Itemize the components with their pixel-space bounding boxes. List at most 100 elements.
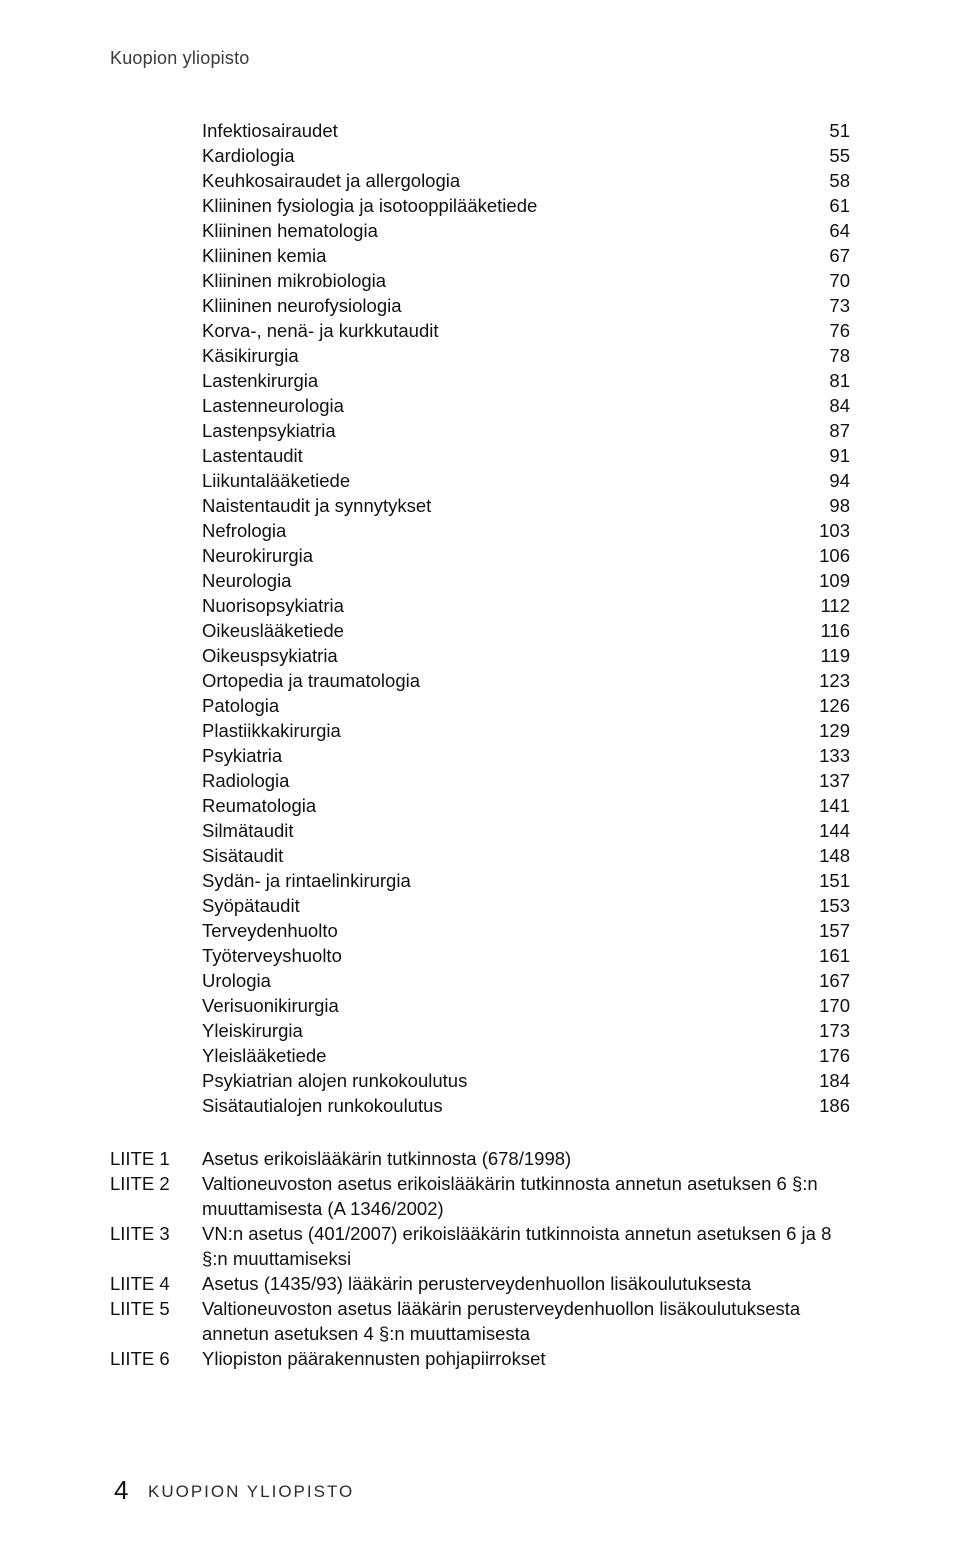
toc-label: Syöpätaudit [202, 893, 300, 918]
toc-label: Käsikirurgia [202, 343, 299, 368]
toc-row: Kliininen neurofysiologia73 [202, 293, 850, 318]
appendix-row: LIITE 2Valtioneuvoston asetus erikoislää… [110, 1171, 850, 1221]
toc-row: Sisätaudit148 [202, 843, 850, 868]
toc-row: Psykiatria 133 [202, 743, 850, 768]
toc-label: Lastentaudit [202, 443, 303, 468]
toc-label: Plastiikkakirurgia [202, 718, 341, 743]
toc-row: Infektiosairaudet 51 [202, 118, 850, 143]
toc-row: Keuhkosairaudet ja allergologia58 [202, 168, 850, 193]
appendix-description: Asetus (1435/93) lääkärin perusterveyden… [202, 1271, 850, 1296]
appendix-description: Asetus erikoislääkärin tutkinnosta (678/… [202, 1146, 850, 1171]
toc-row: Sisätautialojen runkokoulutus 186 [202, 1093, 850, 1118]
toc-row: Kliininen fysiologia ja isotooppilääketi… [202, 193, 850, 218]
toc-page-number: 186 [800, 1093, 850, 1118]
toc-label: Verisuonikirurgia [202, 993, 339, 1018]
toc-label: Patologia [202, 693, 279, 718]
toc-label: Kliininen kemia [202, 243, 326, 268]
appendix-list: LIITE 1Asetus erikoislääkärin tutkinnost… [110, 1146, 850, 1371]
toc-label: Kardiologia [202, 143, 295, 168]
toc-row: Verisuonikirurgia170 [202, 993, 850, 1018]
toc-page-number: 133 [800, 743, 850, 768]
toc-label: Naistentaudit ja synnytykset [202, 493, 431, 518]
toc-row: Patologia 126 [202, 693, 850, 718]
toc-label: Terveydenhuolto [202, 918, 338, 943]
toc-page-number: 126 [800, 693, 850, 718]
toc-page-number: 78 [800, 343, 850, 368]
toc-row: Plastiikkakirurgia129 [202, 718, 850, 743]
toc-page-number: 161 [800, 943, 850, 968]
toc-page-number: 76 [800, 318, 850, 343]
page-number: 4 [114, 1475, 128, 1505]
table-of-contents: Infektiosairaudet 51 Kardiologia 55Keuhkosa… [202, 118, 850, 1118]
toc-label: Liikuntalääketiede [202, 468, 350, 493]
toc-row: Lastenpsykiatria87 [202, 418, 850, 443]
appendix-key: LIITE 2 [110, 1171, 202, 1221]
appendix-description: Yliopiston päärakennusten pohjapiirrokse… [202, 1346, 850, 1371]
toc-page-number: 184 [800, 1068, 850, 1093]
toc-label: Kliininen hematologia [202, 218, 378, 243]
toc-row: Nuorisopsykiatria 112 [202, 593, 850, 618]
toc-page-number: 70 [800, 268, 850, 293]
toc-page-number: 151 [800, 868, 850, 893]
toc-page-number: 81 [800, 368, 850, 393]
toc-label: Kliininen mikrobiologia [202, 268, 386, 293]
toc-row: Lastenneurologia84 [202, 393, 850, 418]
toc-page-number: 176 [800, 1043, 850, 1068]
appendix-row: LIITE 5Valtioneuvoston asetus lääkärin p… [110, 1296, 850, 1346]
toc-row: Neurokirurgia106 [202, 543, 850, 568]
toc-label: Neurologia [202, 568, 291, 593]
toc-row: Sydän- ja rintaelinkirurgia151 [202, 868, 850, 893]
toc-page-number: 157 [800, 918, 850, 943]
appendix-description: Valtioneuvoston asetus lääkärin peruster… [202, 1296, 850, 1346]
toc-row: Oikeuspsykiatria119 [202, 643, 850, 668]
toc-row: Kliininen hematologia64 [202, 218, 850, 243]
toc-row: Työterveyshuolto 161 [202, 943, 850, 968]
toc-page-number: 106 [800, 543, 850, 568]
toc-row: Nefrologia 103 [202, 518, 850, 543]
toc-page-number: 67 [800, 243, 850, 268]
toc-row: Yleiskirurgia173 [202, 1018, 850, 1043]
toc-row: Kliininen kemia 67 [202, 243, 850, 268]
toc-label: Kliininen neurofysiologia [202, 293, 402, 318]
toc-label: Psykiatria [202, 743, 282, 768]
appendix-key: LIITE 1 [110, 1146, 202, 1171]
toc-page-number: 91 [800, 443, 850, 468]
toc-row: Ortopedia ja traumatologia 123 [202, 668, 850, 693]
appendix-key: LIITE 5 [110, 1296, 202, 1346]
toc-page-number: 173 [800, 1018, 850, 1043]
toc-row: Reumatologia141 [202, 793, 850, 818]
toc-label: Nefrologia [202, 518, 286, 543]
running-head: Kuopion yliopisto [110, 48, 250, 69]
toc-row: Liikuntalääketiede 94 [202, 468, 850, 493]
toc-row: Kardiologia 55 [202, 143, 850, 168]
toc-label: Ortopedia ja traumatologia [202, 668, 420, 693]
appendix-row: LIITE 4Asetus (1435/93) lääkärin peruste… [110, 1271, 850, 1296]
toc-label: Oikeuspsykiatria [202, 643, 338, 668]
toc-label: Nuorisopsykiatria [202, 593, 344, 618]
toc-row: Käsikirurgia 78 [202, 343, 850, 368]
toc-label: Työterveyshuolto [202, 943, 342, 968]
toc-row: Silmätaudit144 [202, 818, 850, 843]
toc-page-number: 58 [800, 168, 850, 193]
toc-label: Sisätautialojen runkokoulutus [202, 1093, 443, 1118]
toc-page-number: 112 [800, 593, 850, 618]
toc-label: Lastenkirurgia [202, 368, 318, 393]
toc-page-number: 94 [800, 468, 850, 493]
toc-page-number: 51 [800, 118, 850, 143]
toc-label: Infektiosairaudet [202, 118, 338, 143]
page-footer: 4 KUOPION YLIOPISTO [114, 1475, 354, 1506]
toc-page-number: 55 [800, 143, 850, 168]
toc-row: Neurologia 109 [202, 568, 850, 593]
toc-label: Urologia [202, 968, 271, 993]
toc-row: Terveydenhuolto 157 [202, 918, 850, 943]
toc-page-number: 109 [800, 568, 850, 593]
toc-page-number: 116 [800, 618, 850, 643]
appendix-description: VN:n asetus (401/2007) erikoislääkärin t… [202, 1221, 850, 1271]
footer-site-name: KUOPION YLIOPISTO [148, 1482, 354, 1501]
toc-row: Psykiatrian alojen runkokoulutus184 [202, 1068, 850, 1093]
toc-page-number: 148 [800, 843, 850, 868]
toc-page-number: 123 [800, 668, 850, 693]
appendix-row: LIITE 6Yliopiston päärakennusten pohjapi… [110, 1346, 850, 1371]
appendix-row: LIITE 1Asetus erikoislääkärin tutkinnost… [110, 1146, 850, 1171]
toc-page-number: 103 [800, 518, 850, 543]
